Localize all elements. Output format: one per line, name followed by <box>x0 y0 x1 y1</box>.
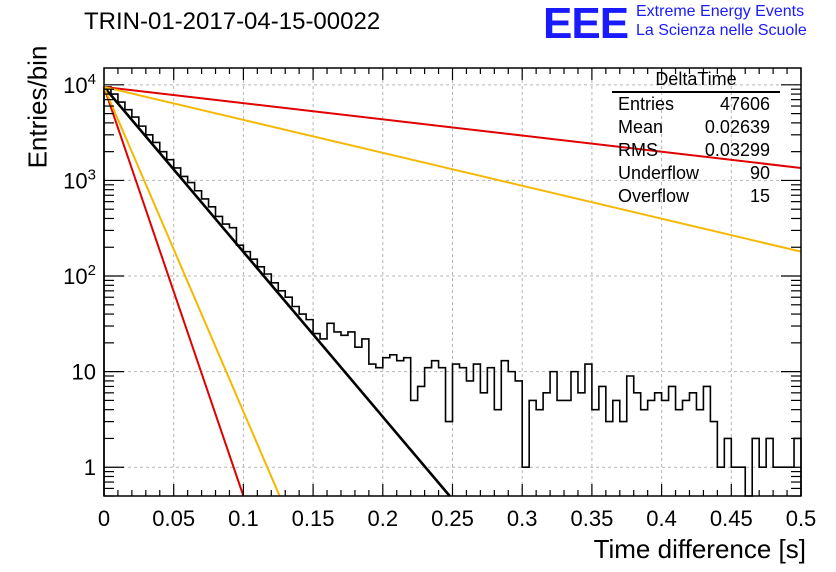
stats-row-overflow: Overflow 15 <box>612 185 780 208</box>
y-axis-label: Entries/bin <box>22 45 53 169</box>
x-tick-label: 0.1 <box>228 506 259 531</box>
x-tick-label: 0 <box>98 506 110 531</box>
y-tick-label: 104 <box>63 71 96 98</box>
stats-label: RMS <box>618 140 658 160</box>
y-tick-label: 103 <box>63 166 96 193</box>
histogram-series <box>103 86 802 497</box>
stats-row-entries: Entries 47606 <box>612 93 780 116</box>
fit-line-red-steep <box>103 86 245 497</box>
logo-subtitle-1: Extreme Energy Events <box>636 3 805 20</box>
stats-title: DeltaTime <box>612 67 780 93</box>
x-tick-label: 0.25 <box>431 506 474 531</box>
stats-label: Underflow <box>618 163 700 183</box>
stats-value: 47606 <box>719 94 770 114</box>
y-tick-label: 1 <box>84 455 96 480</box>
stats-row-mean: Mean 0.02639 <box>612 116 780 139</box>
x-tick-label: 0.5 <box>786 506 817 531</box>
logo-subtitle-2: La Scienza nelle Scuole <box>636 22 807 39</box>
x-axis-label: Time difference [s] <box>593 534 806 564</box>
fit-line-black <box>103 86 451 497</box>
chart-title: TRIN-01-2017-04-15-00022 <box>84 8 381 35</box>
stats-label: Overflow <box>618 186 690 206</box>
stats-value: 0.03299 <box>704 140 770 160</box>
x-tick-label: 0.2 <box>368 506 399 531</box>
x-tick-label: 0.3 <box>507 506 538 531</box>
x-tick-label: 0.45 <box>710 506 753 531</box>
x-tick-label: 0.15 <box>292 506 335 531</box>
x-tick-label: 0.05 <box>152 506 195 531</box>
stats-row-underflow: Underflow 90 <box>612 162 780 185</box>
stats-label: Entries <box>618 94 675 114</box>
fit-line-orange-steep <box>103 86 281 497</box>
fit-line-orange-shallow <box>103 85 802 253</box>
stats-value: 0.02639 <box>704 117 770 137</box>
stats-box: DeltaTime Entries 47606 Mean 0.02639 RMS… <box>612 67 780 208</box>
stats-value: 90 <box>749 163 770 183</box>
eee-logo: EEE <box>543 0 629 48</box>
stats-row-rms: RMS 0.03299 <box>612 139 780 162</box>
y-tick-label: 102 <box>63 262 96 289</box>
stats-label: Mean <box>618 117 664 137</box>
stats-value: 15 <box>749 186 770 206</box>
x-tick-label: 0.35 <box>570 506 613 531</box>
x-tick-label: 0.4 <box>646 506 677 531</box>
fit-line-red-shallow <box>103 85 802 169</box>
y-tick-label: 10 <box>72 360 96 385</box>
